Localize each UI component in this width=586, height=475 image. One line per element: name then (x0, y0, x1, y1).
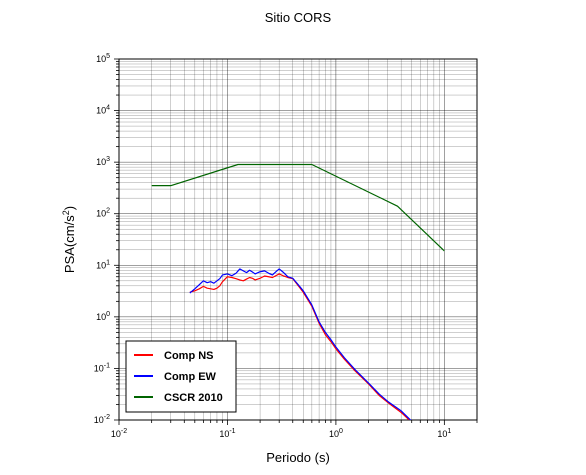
legend: Comp NS Comp EW CSCR 2010 (125, 340, 237, 413)
axis-ticks: 10-2 10-1 100 101 10-2 10-1 100 101 102 103 104 105 (94, 53, 478, 439)
legend-label-1: Comp NS (164, 350, 214, 362)
series-lines (151, 163, 445, 420)
y-tick-label: 103 (96, 156, 110, 167)
x-tick-label: 10-1 (219, 428, 235, 439)
y-axis-title: PSA(cm/s2) (61, 206, 77, 273)
y-tick-label: 105 (96, 53, 110, 64)
grid (118, 58, 478, 421)
y-tick-label: 10-1 (94, 362, 110, 373)
y-tick-label: 100 (96, 311, 110, 322)
x-tick-label: 101 (437, 428, 451, 439)
x-tick-label: 100 (329, 428, 343, 439)
series-line-1 (189, 273, 411, 420)
x-tick-label: 10-2 (111, 428, 127, 439)
series-line-3 (151, 163, 445, 252)
y-tick-label: 102 (96, 208, 110, 219)
y-tick-label: 104 (96, 105, 110, 116)
y-tick-label: 10-2 (94, 414, 110, 425)
x-axis-title: Periodo (s) (266, 450, 330, 465)
legend-label-3: CSCR 2010 (164, 392, 223, 404)
y-tick-label: 101 (96, 259, 110, 270)
legend-label-2: Comp EW (164, 371, 217, 383)
plot-frame (118, 58, 478, 421)
chart-title: Sitio CORS (265, 10, 332, 25)
series-line-2 (189, 268, 412, 420)
